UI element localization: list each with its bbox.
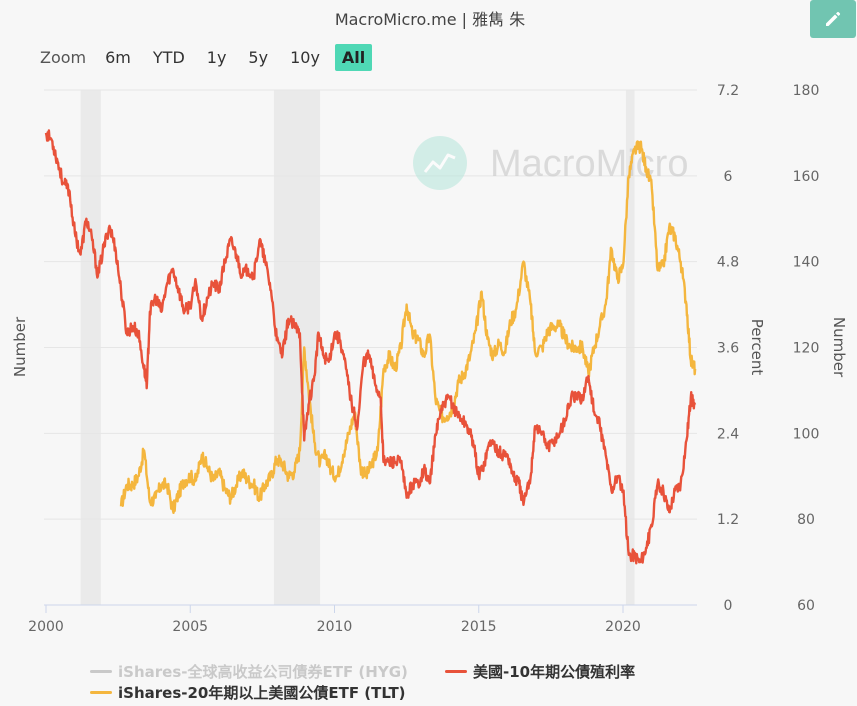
y-number-tick-1: 80 — [797, 512, 815, 528]
y-percent-tick-0: 0 — [724, 598, 733, 614]
zoom-ytd-button[interactable]: YTD — [152, 47, 185, 67]
zoom-6m-button[interactable]: 6m — [105, 47, 131, 67]
pencil-icon — [826, 11, 841, 26]
right-axis-number-ticks: 60 80 100 120 140 160 180 — [793, 83, 820, 614]
right-axis-percent-label: Percent — [748, 319, 766, 376]
left-axis-label: Number — [11, 316, 29, 377]
y-number-tick-4: 140 — [793, 255, 820, 271]
legend-item-hyg[interactable]: iShares-全球高收益公司債券ETF (HYG) — [90, 661, 408, 682]
x-axis-ticks: 2000 2005 2010 2015 2020 — [28, 605, 641, 635]
zoom-label: Zoom — [40, 47, 87, 67]
legend-swatch-yield — [445, 670, 467, 673]
y-percent-tick-5: 6 — [724, 169, 733, 185]
zoom-10y-button[interactable]: 10y — [290, 47, 320, 67]
legend-label-yield: 美國-10年期公債殖利率 — [473, 663, 636, 681]
chart-title: MacroMicro.me | 雅雋 朱 — [334, 10, 526, 29]
legend-swatch-tlt — [90, 691, 112, 694]
y-number-tick-2: 100 — [793, 426, 820, 442]
x-tick-label-2: 2010 — [317, 619, 353, 635]
edit-button[interactable] — [810, 0, 856, 38]
x-tick-label-3: 2015 — [461, 619, 497, 635]
right-axis-percent-ticks: 0 1.2 2.4 3.6 4.8 6 7.2 — [717, 83, 739, 614]
y-percent-tick-6: 7.2 — [717, 83, 739, 99]
x-tick-label-4: 2020 — [605, 619, 641, 635]
x-tick-label-0: 2000 — [28, 619, 64, 635]
y-number-tick-6: 180 — [793, 83, 820, 99]
legend-swatch-hyg — [90, 670, 112, 673]
legend-label-tlt: iShares-20年期以上美國公債ETF (TLT) — [118, 684, 406, 702]
x-tick-label-1: 2005 — [172, 619, 208, 635]
zoom-5y-button[interactable]: 5y — [248, 47, 269, 67]
legend-label-hyg: iShares-全球高收益公司債券ETF (HYG) — [118, 663, 408, 681]
y-percent-tick-3: 3.6 — [717, 341, 739, 357]
series-line-tlt — [119, 140, 697, 514]
zoom-all-button[interactable]: All — [334, 43, 373, 71]
series-line-yield — [44, 129, 697, 565]
zoom-controls: Zoom 6m YTD 1y 5y 10y All — [40, 42, 380, 72]
legend-item-tlt[interactable]: iShares-20年期以上美國公債ETF (TLT) — [90, 682, 406, 703]
y-percent-tick-2: 2.4 — [717, 426, 739, 442]
watermark-text: MacroMicro — [490, 143, 688, 185]
watermark-logo-icon — [413, 136, 467, 190]
zoom-1y-button[interactable]: 1y — [206, 47, 227, 67]
y-number-tick-5: 160 — [793, 169, 820, 185]
right-axis-number-label: Number — [830, 317, 848, 378]
series-lines — [44, 129, 697, 565]
legend-item-yield[interactable]: 美國-10年期公債殖利率 — [445, 661, 635, 682]
y-number-tick-0: 60 — [797, 598, 815, 614]
y-percent-tick-4: 4.8 — [717, 255, 739, 271]
y-percent-tick-1: 1.2 — [717, 512, 739, 528]
watermark: MacroMicro — [413, 136, 688, 190]
y-number-tick-3: 120 — [793, 341, 820, 357]
